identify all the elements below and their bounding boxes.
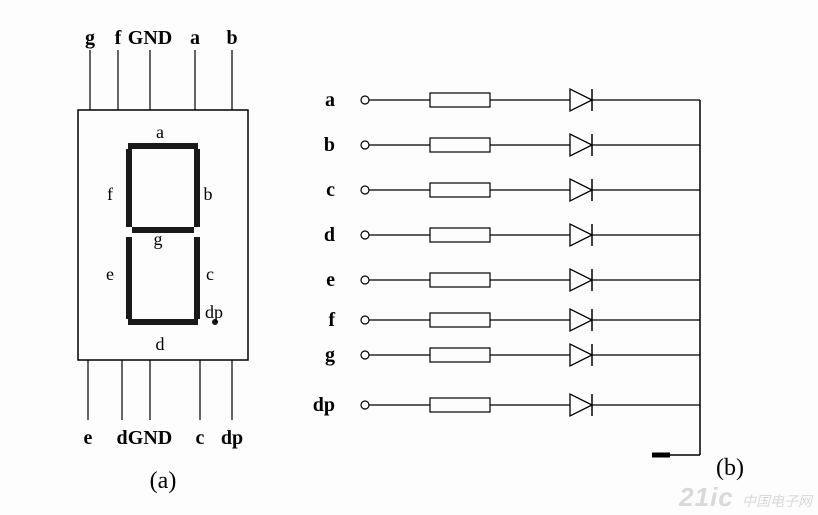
resistor-icon bbox=[430, 138, 490, 152]
row-label: d bbox=[324, 224, 335, 246]
seg-label-a: a bbox=[156, 122, 164, 142]
row-label: b bbox=[324, 134, 335, 156]
diode-icon bbox=[570, 134, 592, 156]
watermark-text: 中国电子网 bbox=[742, 493, 812, 509]
segment-b bbox=[194, 149, 200, 227]
caption-b: (b) bbox=[716, 455, 744, 481]
row-label: g bbox=[325, 344, 335, 366]
diode-icon bbox=[570, 179, 592, 201]
watermark: 21ic 中国电子网 bbox=[679, 482, 812, 513]
top-pin-label: GND bbox=[128, 27, 172, 49]
resistor-icon bbox=[430, 313, 490, 327]
terminal-icon bbox=[361, 316, 369, 324]
top-pin-label: b bbox=[226, 27, 237, 49]
segment-a bbox=[128, 143, 198, 149]
row-label: dp bbox=[313, 394, 335, 416]
top-pin-label: f bbox=[115, 27, 122, 49]
segment-g bbox=[132, 227, 194, 233]
bottom-pin-label: GND bbox=[128, 427, 172, 449]
diode-icon bbox=[570, 344, 592, 366]
row-label: a bbox=[325, 89, 335, 111]
segment-d bbox=[128, 319, 198, 325]
terminal-icon bbox=[361, 186, 369, 194]
resistor-icon bbox=[430, 348, 490, 362]
terminal-icon bbox=[361, 351, 369, 359]
segment-c bbox=[194, 237, 200, 319]
seg-label-f: f bbox=[107, 184, 113, 204]
terminal-icon bbox=[361, 141, 369, 149]
diode-icon bbox=[570, 269, 592, 291]
segment-f bbox=[126, 149, 132, 227]
seg-label-dp: dp bbox=[205, 302, 223, 322]
bottom-pin-label: c bbox=[196, 427, 205, 449]
resistor-icon bbox=[430, 228, 490, 242]
terminal-icon bbox=[361, 401, 369, 409]
diode-icon bbox=[570, 89, 592, 111]
diagram-canvas: gfGNDabedGNDcdpabcdefgdp(a)abcdefgdp(b) bbox=[0, 0, 818, 515]
diode-icon bbox=[570, 224, 592, 246]
top-pin-label: a bbox=[190, 27, 200, 49]
row-label: c bbox=[326, 179, 335, 201]
segment-e bbox=[126, 237, 132, 319]
resistor-icon bbox=[430, 398, 490, 412]
resistor-icon bbox=[430, 273, 490, 287]
terminal-icon bbox=[361, 276, 369, 284]
terminal-icon bbox=[361, 231, 369, 239]
bottom-pin-label: dp bbox=[221, 427, 243, 449]
top-pin-label: g bbox=[85, 27, 95, 49]
diode-icon bbox=[570, 394, 592, 416]
bottom-pin-label: d bbox=[116, 427, 127, 449]
seg-label-e: e bbox=[106, 264, 114, 284]
resistor-icon bbox=[430, 93, 490, 107]
row-label: f bbox=[328, 309, 335, 331]
seg-label-c: c bbox=[206, 264, 214, 284]
resistor-icon bbox=[430, 183, 490, 197]
seg-label-b: b bbox=[204, 184, 213, 204]
bottom-pin-label: e bbox=[84, 427, 93, 449]
diode-icon bbox=[570, 309, 592, 331]
watermark-logo: 21ic bbox=[679, 482, 734, 512]
seg-label-g: g bbox=[154, 229, 163, 249]
terminal-icon bbox=[361, 96, 369, 104]
caption-a: (a) bbox=[150, 468, 177, 494]
seg-label-d: d bbox=[156, 334, 165, 354]
row-label: e bbox=[326, 269, 335, 291]
